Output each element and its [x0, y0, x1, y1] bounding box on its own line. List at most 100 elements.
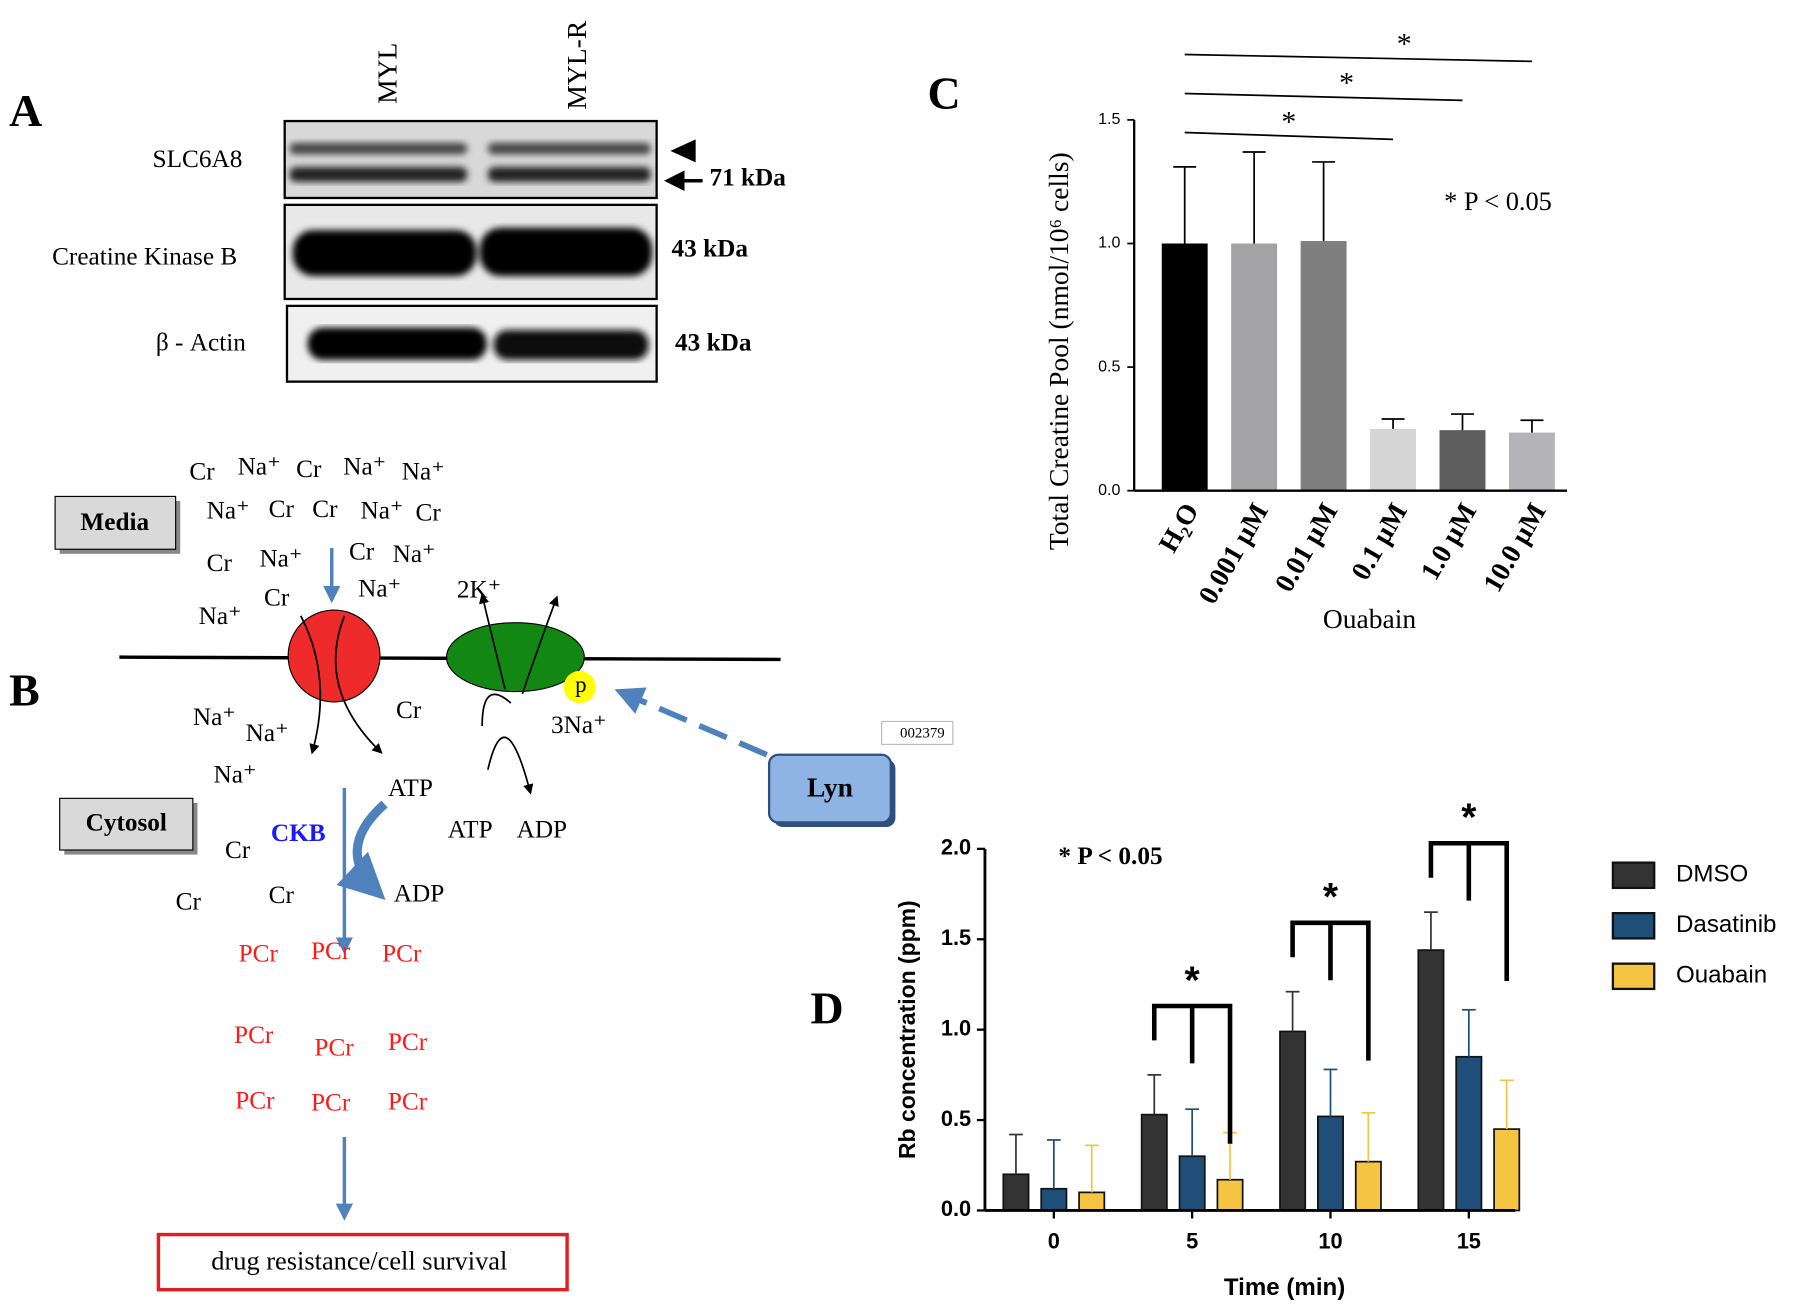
bar	[1140, 1113, 1168, 1212]
energy: ATP	[388, 774, 433, 802]
bar	[1508, 432, 1555, 491]
pcr: PCr	[239, 939, 279, 967]
pcr: PCr	[388, 1028, 428, 1056]
lyn-arrow	[614, 687, 768, 758]
panel-letter: C	[928, 68, 961, 119]
bar	[1216, 1178, 1244, 1212]
reaction-arrow	[336, 800, 388, 900]
panel-letter: B	[9, 665, 40, 716]
y-tick-label: 0.5	[941, 1106, 971, 1131]
ion: Cr	[207, 549, 233, 577]
pcr: PCr	[235, 1086, 275, 1114]
significance-label: *	[1397, 27, 1412, 60]
code: 002379	[900, 725, 945, 741]
bar	[1417, 949, 1445, 1212]
bar	[1316, 1115, 1344, 1212]
panel-a: A MYL MYL-R SLC6A8 Creatine Kinase B β -…	[9, 20, 786, 383]
significance-line	[1184, 92, 1463, 102]
bar	[1178, 1155, 1206, 1212]
row-label: β - Actin	[156, 329, 246, 357]
significance-label: *	[1281, 105, 1296, 138]
x-tick-label: 10.0 µM	[1476, 497, 1551, 596]
x-tick-label: 0.01 µM	[1268, 497, 1343, 596]
y-tick-label: 0.0	[1098, 481, 1120, 499]
legend-swatch	[1611, 911, 1656, 940]
ion: Cr	[269, 495, 295, 523]
energy: ADP	[517, 815, 568, 843]
pcr: PCr	[382, 939, 422, 967]
energy: ADP	[394, 880, 445, 908]
annotation: * P < 0.05	[1058, 842, 1162, 870]
outcome: drug resistance/cell survival	[211, 1245, 507, 1275]
legend-label: Dasatinib	[1676, 911, 1776, 938]
code-box	[881, 720, 954, 745]
pcr: PCr	[314, 1034, 354, 1062]
legend-label: Ouabain	[1676, 962, 1767, 989]
ion: Cr	[349, 538, 375, 566]
y-tick-label: 2.0	[941, 835, 971, 860]
phospho	[563, 670, 596, 704]
lyn-label: Lyn	[807, 772, 853, 803]
ion: 3Na⁺	[551, 711, 606, 739]
ion: Na⁺	[238, 453, 281, 481]
x-tick-label: 1.0 µM	[1414, 497, 1482, 585]
x-tick-label: 15	[1457, 1228, 1481, 1253]
ion: Cr	[225, 836, 251, 864]
ion: Na⁺	[259, 545, 302, 573]
energy: ATP	[448, 815, 493, 843]
ion: Na⁺	[193, 703, 236, 731]
bar	[1493, 1128, 1521, 1212]
label-box	[59, 797, 194, 851]
panel-letter: D	[810, 983, 843, 1034]
ion: Na⁺	[199, 602, 242, 630]
ion: Cr	[416, 499, 442, 527]
bar	[1078, 1191, 1106, 1212]
lane-label: MYL-R	[561, 20, 592, 109]
bar	[1439, 430, 1486, 491]
bar	[1002, 1173, 1030, 1212]
significance-bracket	[1151, 1003, 1233, 1144]
row-label: Creatine Kinase B	[52, 243, 237, 271]
bar	[1040, 1187, 1068, 1212]
y-tick-label: 0.5	[1098, 357, 1120, 375]
cytosol-label: Cytosol	[86, 809, 167, 837]
x-tick-label: 0	[1048, 1228, 1060, 1253]
size-label: 43 kDa	[675, 329, 752, 357]
pump	[445, 622, 585, 693]
flux-arrows	[300, 593, 559, 795]
bar	[1370, 428, 1417, 491]
x-tick-label: 0.1 µM	[1344, 497, 1412, 585]
ckb: CKB	[271, 819, 326, 847]
y-tick-label: 0.0	[941, 1196, 971, 1221]
arrowhead	[670, 139, 696, 163]
annotation: * P < 0.05	[1444, 186, 1552, 216]
significance-label: *	[1185, 959, 1201, 1002]
y-tick-label: 1.0	[941, 1015, 971, 1040]
bar	[1279, 1030, 1307, 1212]
ion: Cr	[264, 584, 290, 612]
ion: Na⁺	[360, 496, 403, 524]
ion: Na⁺	[402, 457, 445, 485]
row-label: SLC6A8	[153, 145, 243, 173]
panel-b: B Media Cytosol p Lyn 002379 drug resist…	[9, 495, 954, 1292]
legend-swatch	[1611, 962, 1656, 991]
label-box	[54, 495, 177, 550]
ion: Na⁺	[246, 719, 289, 747]
blot	[283, 119, 658, 200]
y-tick-label: 1.0	[1098, 234, 1120, 252]
bar	[1161, 243, 1208, 491]
x-tick-label: 10	[1318, 1228, 1342, 1253]
x-tick-label: 5	[1186, 1228, 1198, 1253]
legend-swatch	[1611, 861, 1656, 890]
phospho-label: p	[575, 672, 586, 697]
ion: Cr	[296, 455, 322, 483]
x-tick-label: 0.001 µM	[1192, 497, 1274, 608]
significance-bracket	[1290, 920, 1371, 1061]
y-tick-label: 1.5	[1098, 110, 1120, 128]
y-axis-label: Total Creatine Pool (nmol/10⁶ cells)	[1043, 152, 1074, 550]
significance-label: *	[1339, 66, 1354, 99]
pcr: PCr	[311, 937, 351, 965]
outcome-box	[156, 1232, 569, 1292]
ion: Cr	[189, 457, 215, 485]
